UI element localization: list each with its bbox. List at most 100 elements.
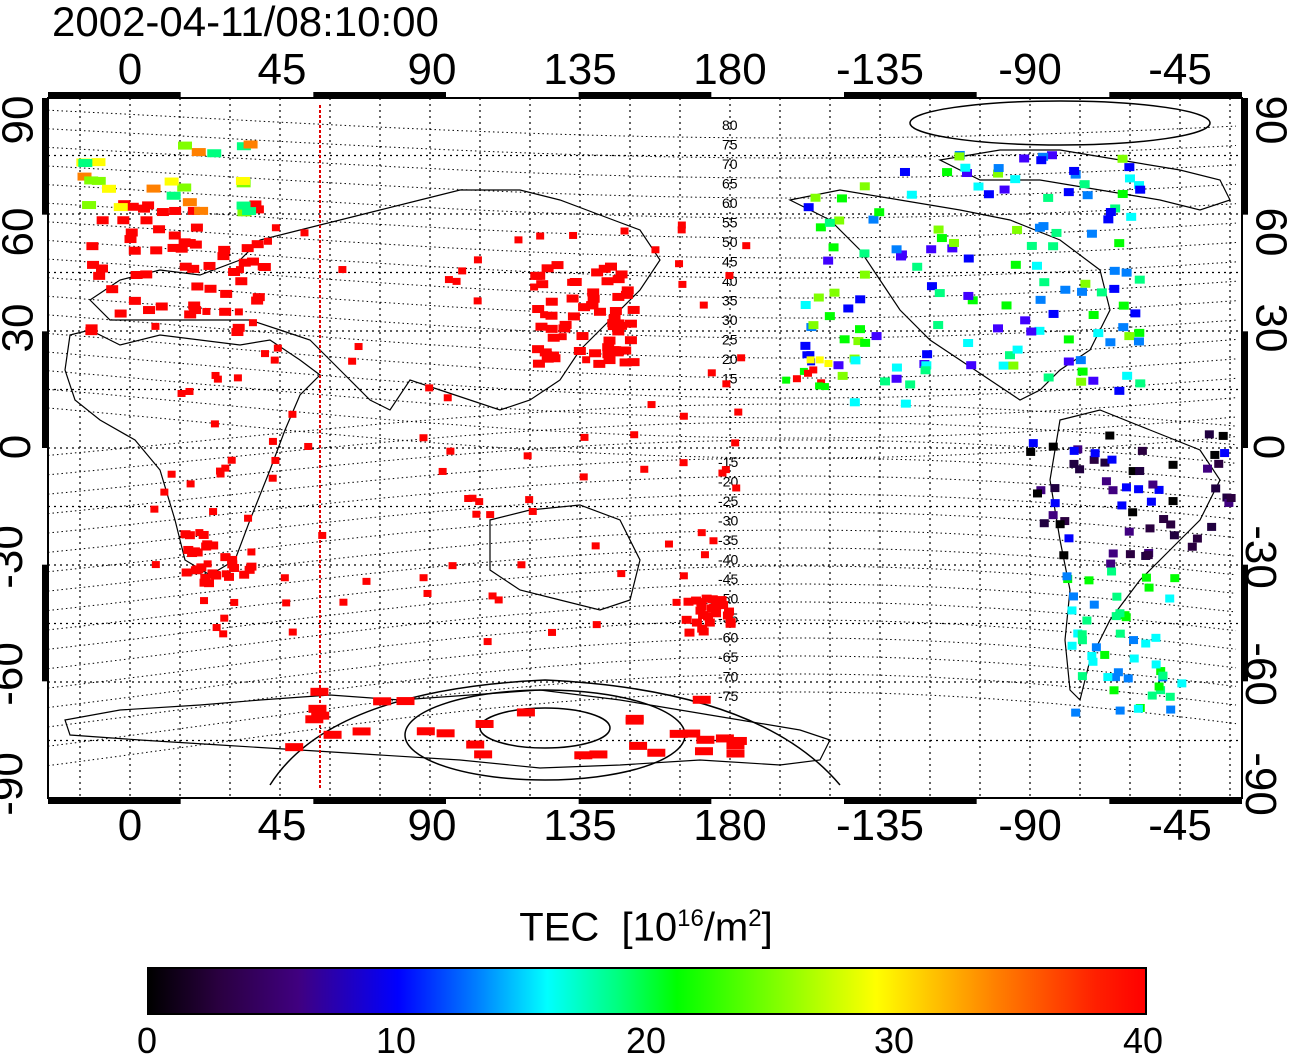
tec-patch-south-america	[1146, 524, 1155, 532]
tec-patch-north-america	[1103, 215, 1113, 223]
tec-patch-europe	[86, 242, 98, 250]
tec-patch-north-america	[1002, 301, 1012, 309]
tec-patch-north-america	[850, 356, 860, 364]
tec-patch-scattered	[464, 495, 472, 502]
tec-patch-north-america	[1019, 154, 1029, 162]
tec-patch-scattered	[616, 319, 624, 326]
tec-patch-north-america	[1109, 285, 1119, 293]
tec-patch-scattered	[514, 236, 522, 243]
contour-label: 25	[722, 332, 738, 348]
tec-patch-scattered	[288, 411, 296, 418]
tec-patch-south-america-south	[1166, 693, 1175, 701]
tec-patch-south-america-south	[1069, 592, 1078, 600]
tec-patch-north-america	[1043, 194, 1053, 202]
contour-label: 20	[722, 351, 738, 367]
tec-patch-north-america	[937, 234, 947, 242]
tec-patch-scattered	[621, 228, 629, 235]
tec-patch-south-america	[1207, 523, 1216, 531]
tec-patch-north-america	[811, 194, 821, 202]
frame-tickbar-left	[42, 565, 48, 682]
tec-patch-north-america	[823, 257, 833, 265]
tec-patch-south-america-south	[1177, 679, 1186, 687]
tec-patch-south-america	[1049, 443, 1058, 451]
tec-patch-north-america	[872, 332, 882, 340]
tec-patch-north-america	[1135, 186, 1145, 194]
colorbar-unit-prefix: [10	[622, 905, 678, 949]
tec-patch-north-america	[1106, 208, 1116, 216]
tec-patch-south-america	[1105, 432, 1114, 440]
tec-patch-antarctica	[574, 751, 592, 759]
tec-patch-scattered	[737, 354, 745, 361]
tec-patch-scattered	[675, 260, 683, 267]
tec-patch-scattered	[540, 311, 548, 318]
tec-patch-north-america	[838, 372, 848, 380]
tec-patch-scattered	[362, 578, 370, 585]
tec-patch-north-america	[1039, 278, 1049, 286]
tec-patch-antarctica	[466, 741, 484, 749]
tec-patch-scattered	[640, 466, 648, 473]
tec-patch-north-america	[912, 263, 922, 271]
tec-patch-east-asia	[610, 307, 622, 315]
tec-patch-south-america	[1109, 486, 1118, 494]
tec-patch-east-asia	[602, 277, 614, 285]
tec-patch-east-asia	[628, 306, 640, 314]
tec-patch-scattered	[234, 374, 242, 381]
tec-patch-scattered	[269, 475, 277, 482]
tec-patch-south-america	[1166, 520, 1175, 528]
tec-patch-scattered	[247, 548, 255, 555]
tec-patch-scattered	[209, 508, 217, 515]
tec-patch-south-africa	[187, 549, 197, 557]
tec-patch-north-america	[814, 294, 824, 302]
tec-patch-north-america	[1077, 288, 1087, 296]
tec-patch-north-america	[949, 239, 959, 247]
tec-patch-south-america	[1107, 456, 1116, 464]
tec-patch-south-america	[1102, 477, 1111, 485]
tec-patch-scattered	[264, 238, 272, 245]
tec-patch-europe-north	[177, 184, 191, 192]
tec-patch-south-america-south	[1063, 572, 1072, 580]
tec-patch-scattered	[495, 596, 503, 603]
tec-patch-scattered	[567, 279, 575, 286]
tec-patch-south-america	[1109, 549, 1118, 557]
tec-patch-north-america	[1134, 337, 1144, 345]
tec-patch-europe	[126, 229, 138, 237]
contour-label: 75	[722, 137, 738, 153]
tec-patch-north-america	[1011, 261, 1021, 269]
tec-patch-north-america	[966, 361, 976, 369]
tec-patch-scattered	[339, 599, 347, 606]
tec-patch-north-america	[1078, 368, 1088, 376]
tec-patch-north-america	[926, 245, 936, 253]
tec-patch-east-asia	[532, 345, 544, 353]
tec-patch-antarctica	[695, 747, 713, 755]
tec-patch-scattered	[453, 278, 461, 285]
tec-patch-scattered	[722, 380, 730, 387]
tec-patch-antarctica	[311, 712, 329, 720]
contour-label: 45	[722, 254, 738, 270]
tec-patch-europe	[169, 232, 181, 240]
tec-patch-antarctica	[476, 720, 494, 728]
tec-patch-north-america	[1008, 362, 1018, 370]
tec-patch-north-america	[1135, 379, 1145, 387]
tec-patch-south-america-south	[1088, 658, 1097, 666]
tec-patch-south-america-south	[1170, 574, 1179, 582]
contour-label: -30	[718, 513, 738, 529]
lat-tick-left-0: 0	[0, 435, 38, 459]
tec-patch-europe	[180, 263, 192, 271]
tec-patch-south-america	[1169, 497, 1178, 505]
lat-tick-right-0: 0	[1246, 435, 1290, 459]
tec-patch-south-america-south	[1078, 672, 1087, 680]
tec-patch-north-america	[1060, 286, 1070, 294]
tec-patch-east-asia	[568, 312, 580, 320]
tec-patch-scattered	[274, 345, 282, 352]
tec-patch-scattered	[168, 471, 176, 478]
tec-patch-north-america	[860, 339, 870, 347]
contour-label: 60	[722, 195, 738, 211]
tec-patch-europe	[169, 207, 181, 215]
tec-patch-south-america-south	[1155, 682, 1164, 690]
tec-patch-south-america	[1059, 551, 1068, 559]
tec-patch-scattered	[230, 599, 238, 606]
tec-patch-north-america	[1118, 323, 1128, 331]
tec-patch-north-america	[1124, 332, 1134, 340]
tec-patch-north-america	[1114, 239, 1124, 247]
tec-patch-north-america	[935, 289, 945, 297]
